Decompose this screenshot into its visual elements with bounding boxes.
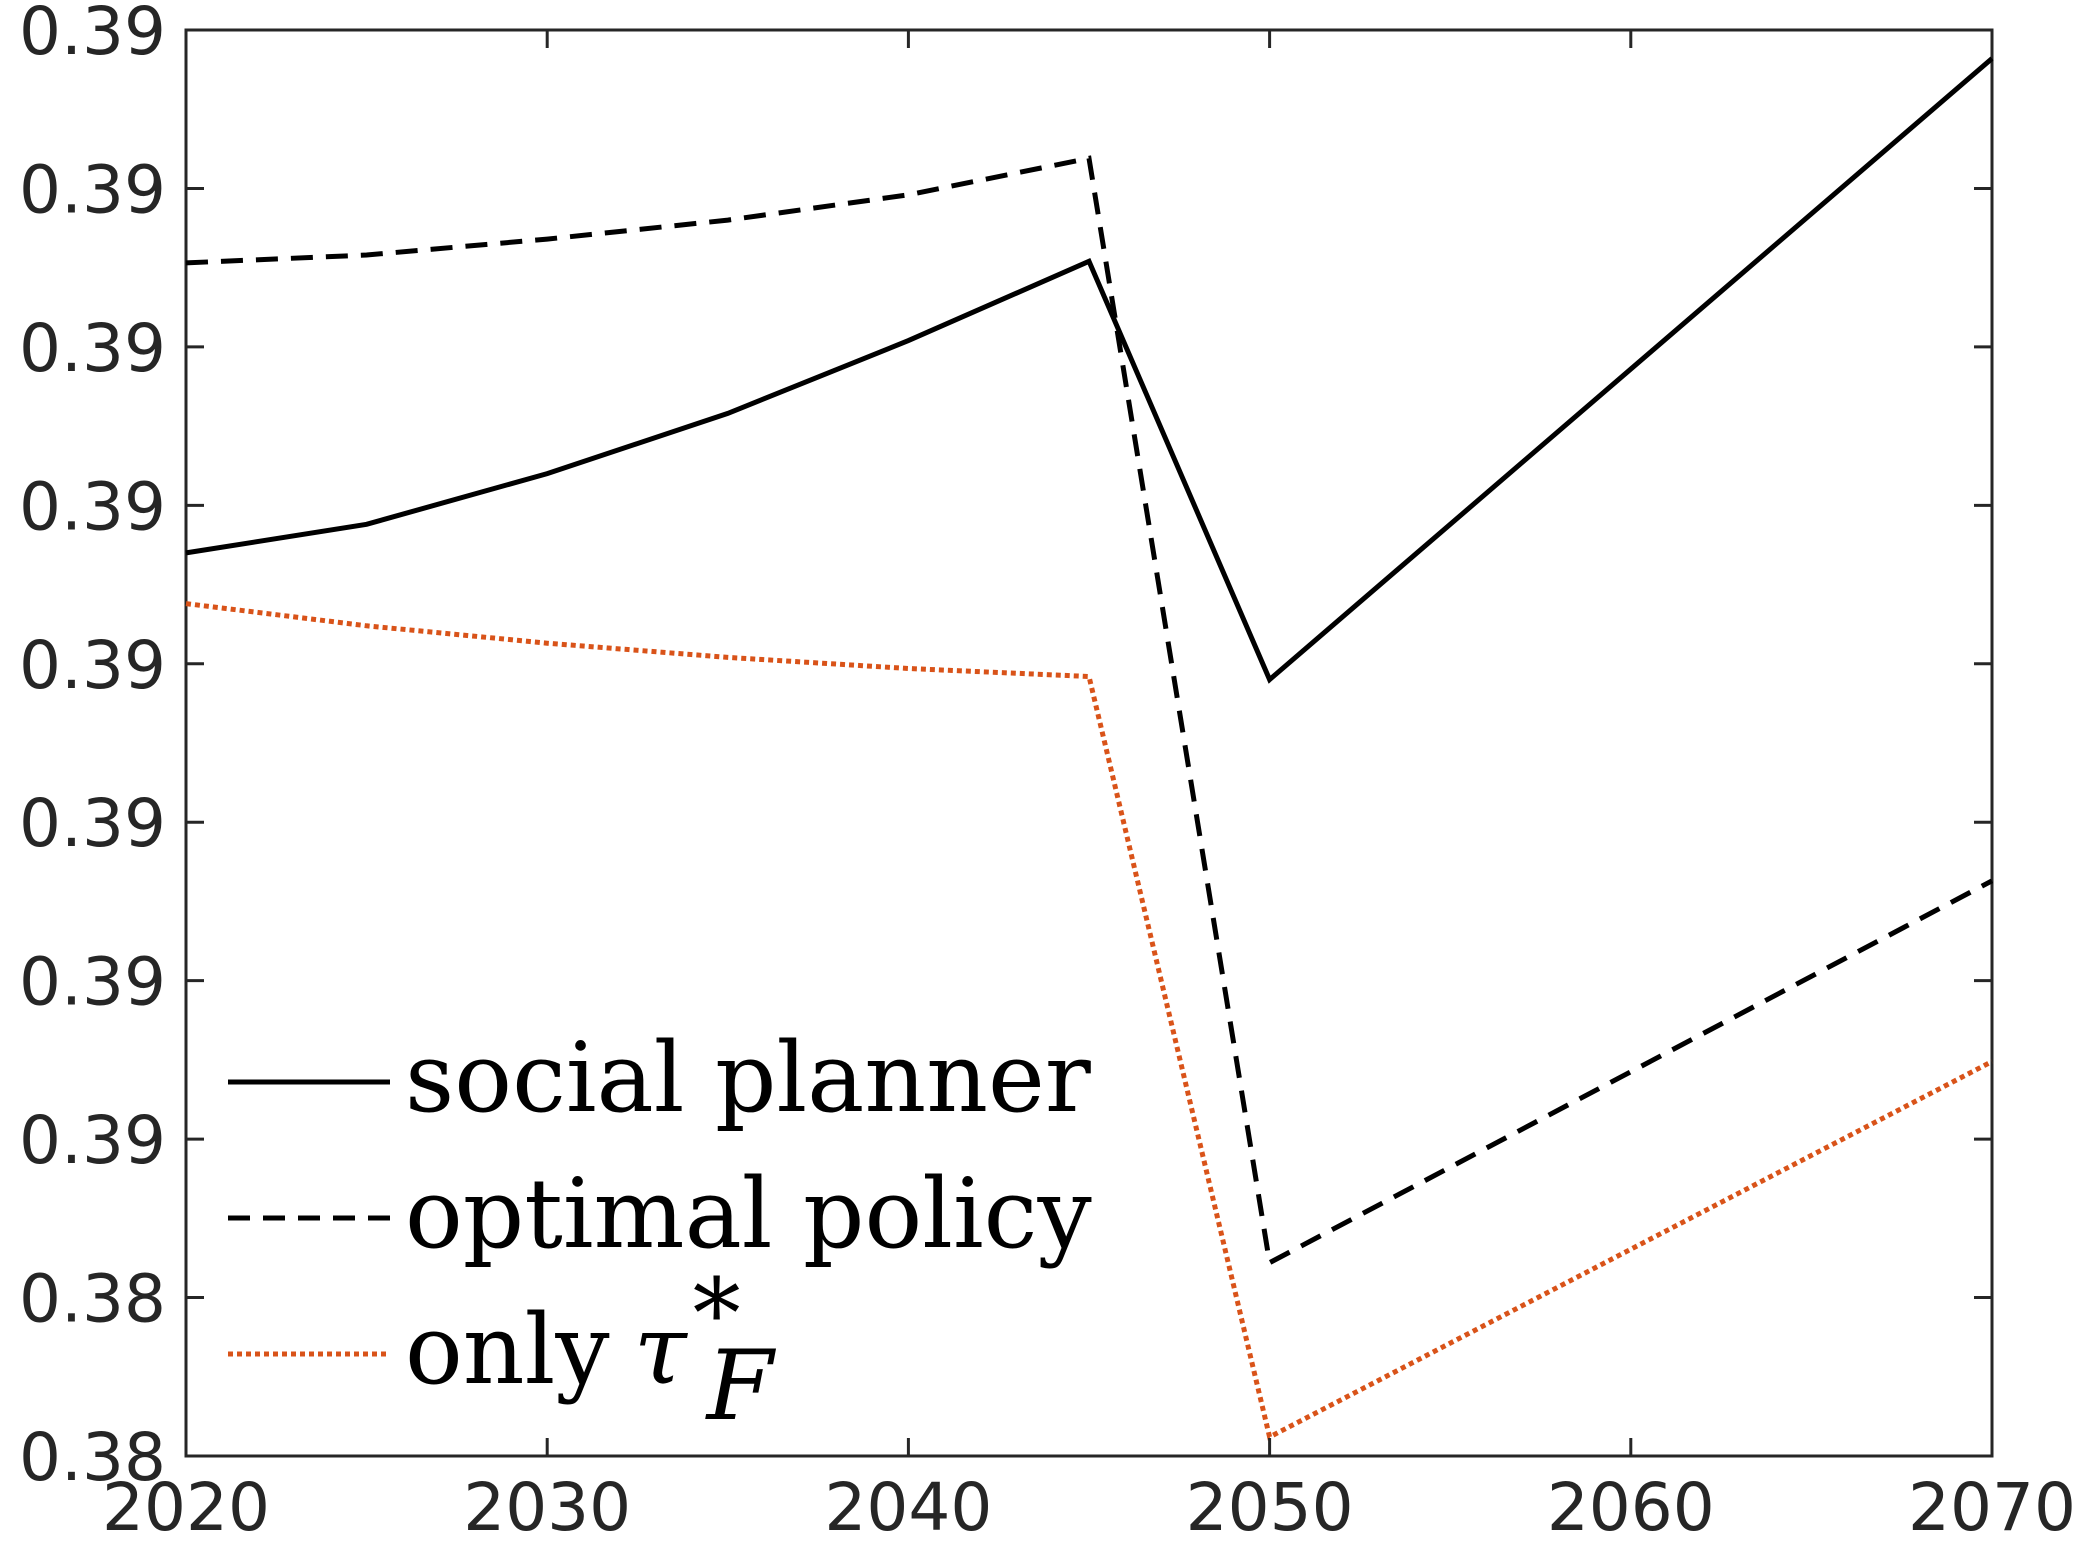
x-tick-label-2030: 2030 bbox=[463, 1469, 631, 1546]
x-tick-label-2040: 2040 bbox=[824, 1469, 992, 1546]
legend-label-tau-subscript: F bbox=[705, 1330, 777, 1442]
series-line-optimal-policy bbox=[185, 155, 1994, 1267]
y-tick-label-7: 0.39 bbox=[19, 310, 166, 387]
y-tick-label-3: 0.39 bbox=[19, 944, 166, 1021]
legend-label-optimal-policy: optimal policy bbox=[405, 1158, 1092, 1270]
y-tick-label-9: 0.39 bbox=[19, 0, 166, 70]
plot-area bbox=[184, 28, 1994, 1458]
legend-label-tau-superscript: * bbox=[693, 1258, 741, 1370]
legend-label-only-tau: only τ* F bbox=[405, 1258, 777, 1442]
y-tick-label-0: 0.38 bbox=[19, 1419, 166, 1496]
legend-label-social-planner: social planner bbox=[405, 1022, 1091, 1134]
legend-label-tau-symbol: τ bbox=[634, 1294, 689, 1406]
x-tick-label-2070: 2070 bbox=[1908, 1469, 2076, 1546]
x-tick-label-2050: 2050 bbox=[1186, 1469, 1354, 1546]
y-tick-label-2: 0.39 bbox=[19, 1102, 166, 1179]
x-tick-label-2020: 2020 bbox=[102, 1469, 270, 1546]
y-tick-label-4: 0.39 bbox=[19, 785, 166, 862]
series-layer bbox=[185, 56, 1994, 1441]
y-tick-label-6: 0.39 bbox=[19, 468, 166, 545]
y-tick-label-5: 0.39 bbox=[19, 627, 166, 704]
axes-frame bbox=[184, 28, 1994, 1458]
y-tick-label-8: 0.39 bbox=[19, 151, 166, 228]
x-tick-label-2060: 2060 bbox=[1547, 1469, 1715, 1546]
y-tick-label-1: 0.38 bbox=[19, 1261, 166, 1338]
series-line-only-tau bbox=[185, 601, 1994, 1441]
legend: social planner optimal policy only τ* F bbox=[228, 1022, 1092, 1442]
y-axis: 0.38 0.38 0.39 0.39 0.39 0.39 0.39 0.39 0.39 0.39 bbox=[19, 0, 1992, 1496]
legend-label-only-word: only bbox=[405, 1294, 610, 1406]
series-line-social-planner bbox=[185, 56, 1994, 684]
x-axis: 2020 2030 2040 2050 2060 2070 bbox=[102, 30, 2076, 1546]
